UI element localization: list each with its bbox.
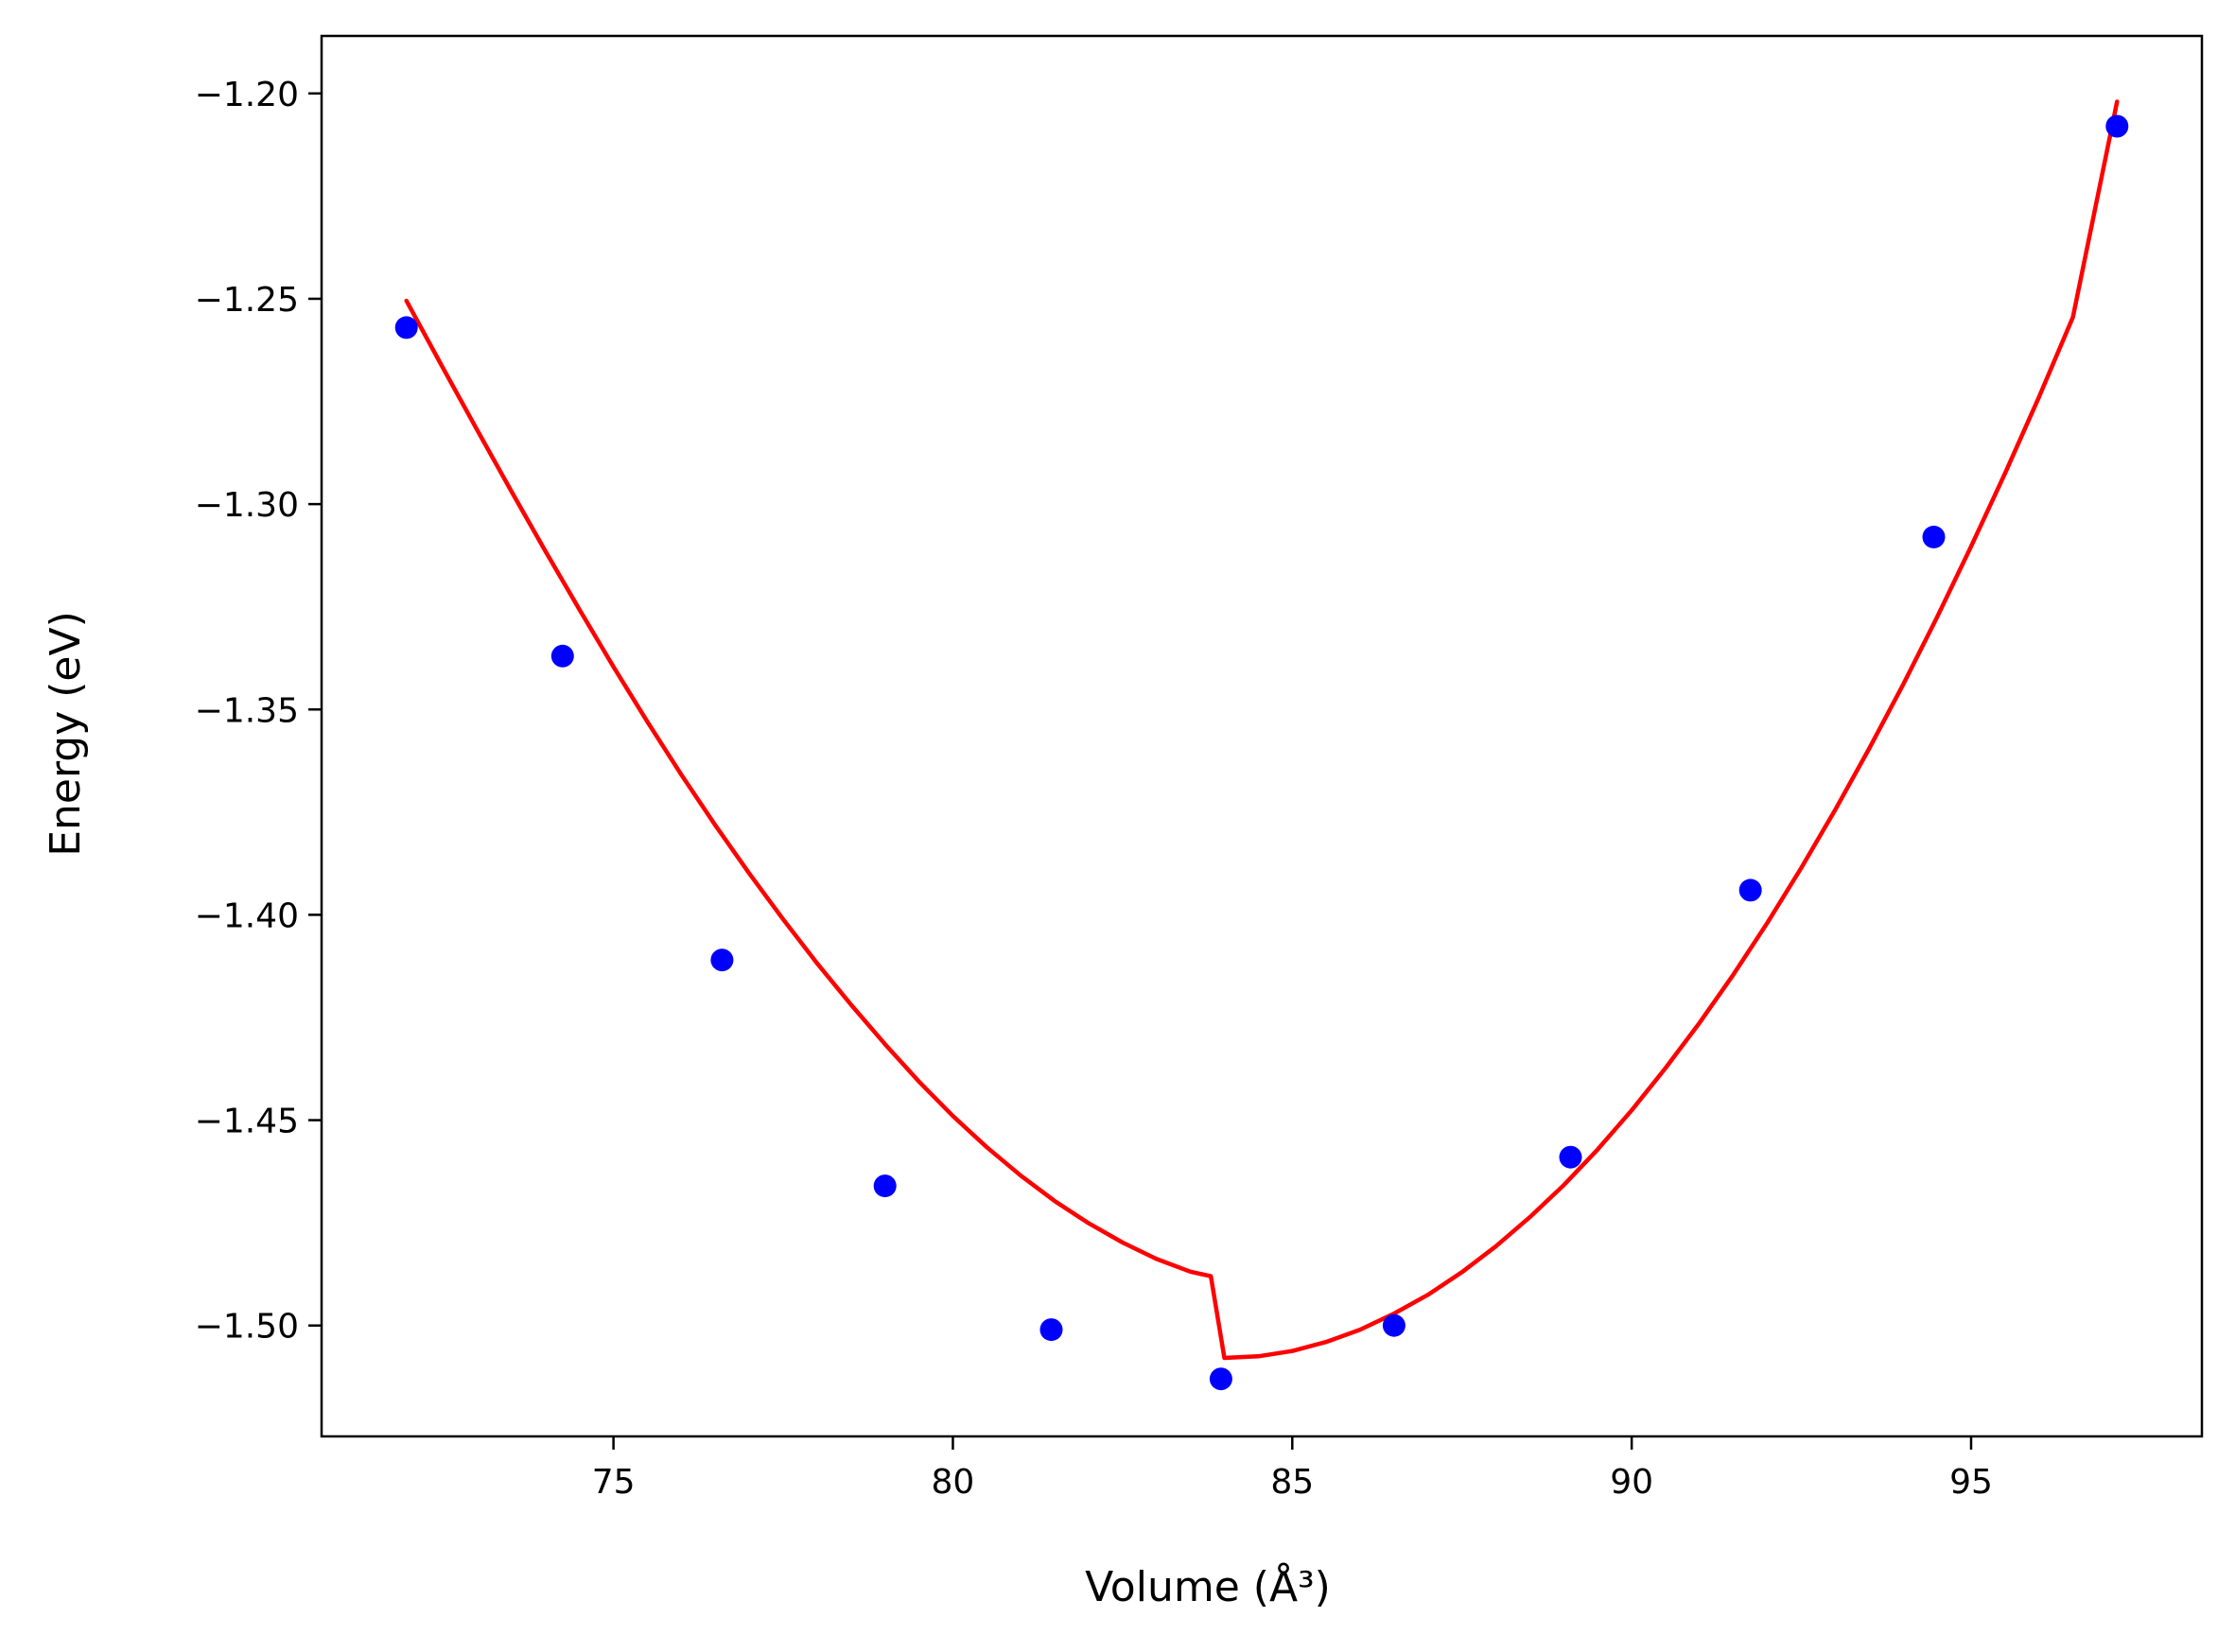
y-axis-label-text: Energy xyxy=(42,711,90,857)
data-point xyxy=(1039,1318,1063,1342)
x-axis: 75 80 85 90 95 xyxy=(592,1436,1993,1502)
data-point xyxy=(2105,114,2129,138)
data-point xyxy=(394,316,418,339)
x-axis-label-unit: (Å³) xyxy=(1253,1561,1331,1611)
x-tick-label: 95 xyxy=(1949,1463,1993,1502)
plot-area xyxy=(394,99,2129,1391)
y-tick-label: −1.20 xyxy=(195,76,299,114)
y-axis-label: Energy (eV) xyxy=(42,611,90,857)
y-tick-label: −1.40 xyxy=(195,896,299,935)
y-tick-label: −1.30 xyxy=(195,486,299,525)
x-tick-label: 75 xyxy=(592,1463,636,1502)
y-tick-label: −1.50 xyxy=(195,1308,299,1347)
data-point xyxy=(1738,878,1762,902)
y-tick-label: −1.35 xyxy=(195,691,299,730)
data-point xyxy=(1209,1367,1232,1391)
fit-curve-line xyxy=(404,99,2120,1361)
x-axis-label-text: Volume xyxy=(1085,1563,1240,1611)
y-axis-label-unit: (eV) xyxy=(42,611,90,698)
y-tick-label: −1.45 xyxy=(195,1103,299,1141)
x-tick-label: 90 xyxy=(1610,1463,1653,1502)
y-axis: −1.20 −1.25 −1.30 −1.35 −1.40 −1.45 −1.50 xyxy=(195,76,322,1347)
data-point xyxy=(710,948,734,972)
data-point xyxy=(1559,1145,1582,1169)
data-point xyxy=(1922,525,1946,548)
y-tick-label: −1.25 xyxy=(195,281,299,320)
data-point xyxy=(550,644,574,668)
x-tick-label: 80 xyxy=(932,1463,975,1502)
x-axis-label: Volume (Å³) xyxy=(1085,1561,1331,1611)
axes-frame xyxy=(320,34,2204,1438)
data-point xyxy=(1382,1313,1406,1337)
data-point xyxy=(873,1174,897,1198)
x-tick-label: 85 xyxy=(1270,1463,1314,1502)
